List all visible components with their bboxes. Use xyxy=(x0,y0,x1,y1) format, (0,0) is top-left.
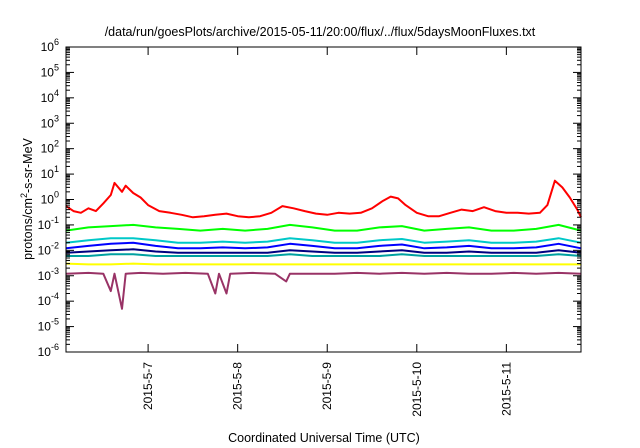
y-tick-label: 10-3 xyxy=(38,266,59,283)
y-tick-label: 102 xyxy=(41,139,59,156)
series-line-5 xyxy=(65,248,582,254)
series-layer xyxy=(65,179,582,310)
x-tick-label: 2015-5-7 xyxy=(141,362,155,410)
x-axis-label: Coordinated Universal Time (UTC) xyxy=(228,431,420,445)
y-axis-label: protons/cm2-s-sr-MeV xyxy=(19,137,35,259)
ticks-layer: 10-6 10-5 10-4 10-3 10-2 10-1 100 101 102 103 104 1… xyxy=(38,37,581,417)
y-axis-label-rest: -s-sr-MeV xyxy=(21,137,35,193)
series-line-8 xyxy=(65,271,582,310)
series-line-4 xyxy=(65,241,582,250)
y-tick-label: 10-4 xyxy=(38,291,59,308)
chart-title: /data/run/goesPlots/archive/2015-05-11/2… xyxy=(105,25,536,39)
series-line-6 xyxy=(66,253,582,257)
series-line-1 xyxy=(65,179,582,219)
y-tick-label: 100 xyxy=(41,190,59,207)
y-tick-label: 104 xyxy=(41,88,59,105)
series-line-3 xyxy=(65,237,582,244)
y-tick-label: 105 xyxy=(41,62,59,79)
y-axis-label-base: protons/cm xyxy=(21,198,35,260)
y-tick-label: 103 xyxy=(41,113,59,130)
series-line-7 xyxy=(65,262,581,266)
series-line-2 xyxy=(65,223,582,232)
x-tick-label: 2015-5-11 xyxy=(499,362,513,416)
x-tick-label: 2015-5-9 xyxy=(320,362,334,410)
y-tick-label: 106 xyxy=(41,37,59,54)
y-tick-label: 101 xyxy=(41,164,59,181)
x-tick-label: 2015-5-8 xyxy=(231,362,245,410)
y-tick-label: 10-2 xyxy=(38,240,59,257)
y-tick-label: 10-1 xyxy=(38,215,59,232)
x-tick-label: 2015-5-10 xyxy=(410,362,424,417)
y-tick-label: 10-5 xyxy=(38,317,59,334)
y-tick-label: 10-6 xyxy=(38,342,59,359)
y-axis-label-sup: 2 xyxy=(19,193,29,198)
